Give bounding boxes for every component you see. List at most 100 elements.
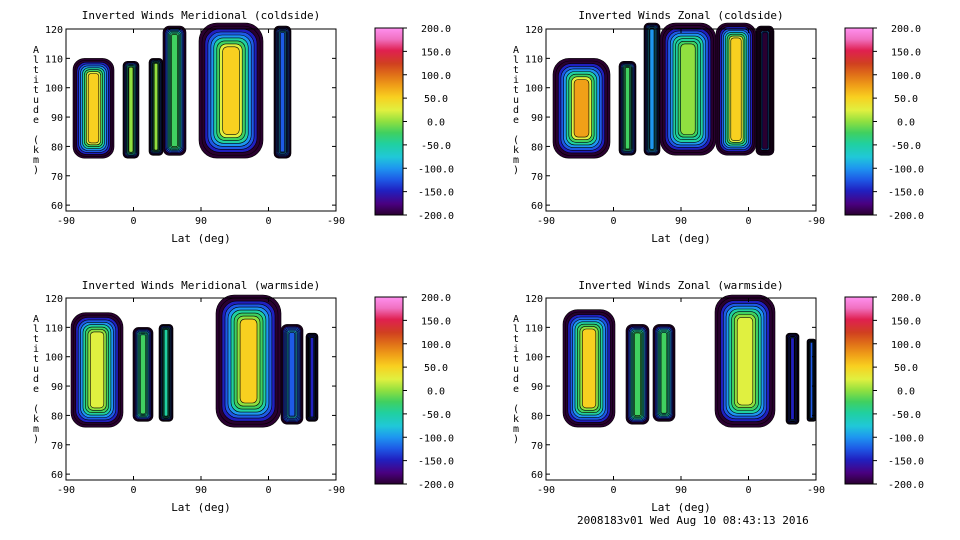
colorbar-tick-label: 50.0 (894, 363, 918, 374)
x-tick-label: -90 (327, 485, 345, 496)
x-tick-label: 90 (675, 485, 687, 496)
contour-level (163, 329, 169, 417)
colorbar: 200.0 150.0 100.0 50.0 0.0 -50.0 -100.0 -150.0 -… (844, 293, 924, 491)
panel-title: Inverted Winds Zonal (warmside) (578, 279, 783, 292)
colorbar-tick-label: 50.0 (424, 363, 448, 374)
contour-field (70, 294, 319, 428)
x-tick-label: -90 (807, 216, 825, 227)
colorbar-tick-label: 200.0 (891, 24, 921, 35)
contour-level (680, 43, 696, 135)
contour-region (755, 25, 775, 156)
contour-region (785, 332, 800, 425)
contour-level (153, 63, 159, 151)
x-tick-label: -90 (57, 216, 75, 227)
y-tick-label: 70 (51, 441, 63, 452)
contour-level (140, 334, 146, 415)
contour-region (198, 22, 264, 159)
contour-region (714, 294, 776, 428)
contour-region (715, 22, 757, 156)
contour-field (552, 22, 775, 159)
contour-level (128, 66, 134, 153)
contour-region (618, 60, 637, 156)
contour-region (215, 294, 282, 428)
colorbar-tick-label: -50.0 (421, 410, 451, 421)
contour-region (132, 327, 154, 422)
colorbar-tick-label: -150.0 (418, 188, 454, 199)
colorbar-tick-label: -100.0 (888, 164, 924, 175)
contour-level (736, 316, 754, 406)
colorbar-tick-label: -50.0 (891, 410, 921, 421)
colorbar-tick-label: -100.0 (418, 164, 454, 175)
y-tick-label: 80 (531, 142, 543, 153)
y-tick-label: 80 (51, 411, 63, 422)
x-tick-label: -90 (807, 485, 825, 496)
colorbar: 200.0 150.0 100.0 50.0 0.0 -50.0 -100.0 -150.0 -… (844, 24, 924, 222)
x-tick-label: 0 (745, 485, 751, 496)
colorbar-tick-label: 50.0 (894, 94, 918, 105)
colorbar: 200.0 150.0 100.0 50.0 0.0 -50.0 -100.0 -150.0 -… (374, 24, 454, 222)
contour-region (162, 25, 187, 156)
panel-meridional-coldside: Inverted Winds Meridional (coldside) -90… (33, 9, 454, 245)
y-tick-label: 110 (525, 323, 543, 334)
y-tick-label: 60 (531, 201, 543, 212)
contour-level (762, 32, 768, 149)
y-tick-label: 90 (51, 382, 63, 393)
colorbar-tick-label: 50.0 (424, 94, 448, 105)
colorbar-swatch (844, 27, 874, 216)
y-tick-label: 60 (51, 201, 63, 212)
colorbar-swatch (844, 296, 874, 485)
y-tick-label: 100 (45, 353, 63, 364)
y-tick-label: 80 (531, 411, 543, 422)
colorbar-tick-label: -100.0 (888, 433, 924, 444)
y-tick-label: 60 (531, 470, 543, 481)
contour-region (652, 324, 676, 422)
colorbar-swatch (374, 296, 404, 485)
colorbar-tick-label: 150.0 (891, 47, 921, 58)
contour-region (280, 324, 304, 425)
colorbar-tick-label: 200.0 (421, 293, 451, 304)
contour-level (310, 337, 314, 418)
x-tick-label: 0 (745, 216, 751, 227)
contour-level (581, 328, 597, 409)
colorbar-tick-label: 150.0 (891, 316, 921, 327)
contour-level (87, 73, 100, 144)
contour-level (171, 34, 178, 147)
contour-region (122, 60, 140, 159)
contour-region (552, 58, 611, 159)
x-tick-label: 0 (130, 216, 136, 227)
x-tick-label: -90 (57, 485, 75, 496)
y-tick-label: 70 (531, 172, 543, 183)
contour-region (643, 22, 661, 156)
x-axis-label: Lat (deg) (171, 501, 231, 514)
axes: -90 0 90 0 -90 60 70 80 90 100 110 120 (525, 25, 825, 227)
x-tick-label: -90 (537, 216, 555, 227)
colorbar-tick-label: 100.0 (891, 71, 921, 82)
x-tick-label: 0 (610, 485, 616, 496)
panel-title: Inverted Winds Meridional (coldside) (82, 9, 320, 22)
contour-level (573, 79, 590, 138)
x-tick-label: 0 (265, 216, 271, 227)
colorbar-tick-label: -50.0 (421, 141, 451, 152)
x-tick-label: 0 (610, 216, 616, 227)
contour-level (90, 331, 105, 409)
panel-zonal-warmside: Inverted Winds Zonal (warmside) -90 0 90 0 -… (513, 279, 924, 514)
axes: -90 0 90 0 -90 60 70 80 90 100 110 120 (45, 25, 345, 227)
colorbar-tick-label: 100.0 (421, 71, 451, 82)
colorbar-tick-label: -150.0 (888, 188, 924, 199)
contour-region (148, 58, 164, 156)
colorbar-tick-label: -100.0 (418, 433, 454, 444)
contour-field (72, 22, 292, 159)
y-tick-label: 100 (525, 84, 543, 95)
contour-region (562, 309, 616, 428)
colorbar-tick-label: 100.0 (891, 340, 921, 351)
y-tick-label: 120 (525, 25, 543, 36)
y-tick-label: 100 (45, 84, 63, 95)
x-tick-label: 0 (265, 485, 271, 496)
colorbar-tick-label: -150.0 (888, 457, 924, 468)
x-axis-label: Lat (deg) (651, 501, 711, 514)
colorbar-swatch (374, 27, 404, 216)
colorbar-tick-label: 150.0 (421, 47, 451, 58)
